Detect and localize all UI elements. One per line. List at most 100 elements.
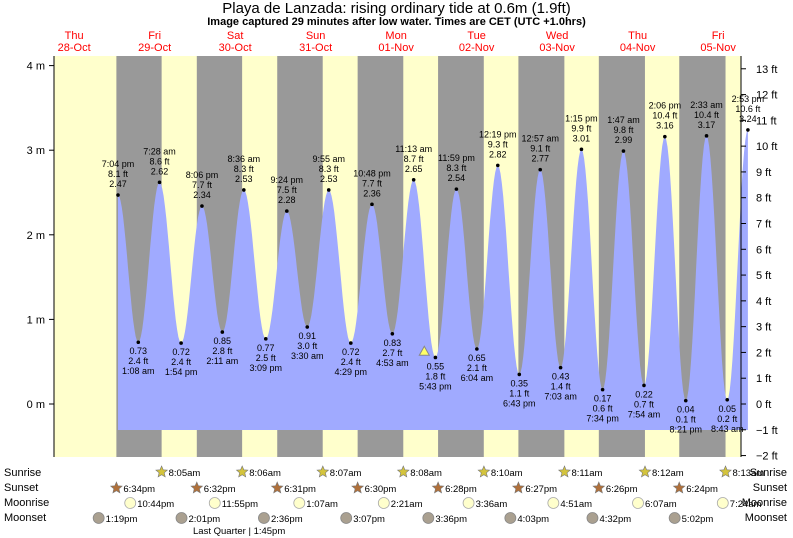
tide-ft-label: 7.5 ft	[277, 185, 298, 195]
tide-point	[370, 202, 374, 207]
tide-m-label: 0.72	[342, 347, 360, 357]
sunset-row-label-left: Sunset	[4, 482, 39, 494]
moonrise-row-label-left: Moonrise	[4, 497, 50, 509]
tide-time-label: 1:15 pm	[565, 113, 598, 123]
right-tick-label: −2 ft	[756, 451, 778, 463]
tide-ft-label: 10.4 ft	[694, 110, 720, 120]
day-date-label: 02-Nov	[459, 42, 495, 54]
day-date-label: 30-Oct	[219, 42, 252, 54]
moonset-row-label-right: Moonset	[744, 512, 787, 524]
tide-m-label: 0.55	[427, 361, 445, 371]
tide-time-label: 10:48 pm	[353, 168, 391, 178]
tide-m-label: 2.99	[615, 135, 633, 145]
tide-m-label: 2.62	[151, 166, 169, 176]
tide-ft-label: 8.3 ft	[319, 164, 340, 174]
tide-ft-label: 1.8 ft	[425, 371, 446, 381]
tide-point	[411, 178, 416, 182]
tide-m-label: 0.83	[384, 338, 402, 348]
right-tick-label: 13 ft	[756, 64, 777, 76]
sunset-icon	[270, 481, 284, 494]
moonset-icon	[92, 512, 105, 524]
day-name-label: Wed	[546, 30, 568, 42]
sunset-row-label-right: Sunset	[752, 482, 787, 494]
moonset-time: 3:07pm	[353, 514, 385, 525]
right-tick-label: 5 ft	[756, 270, 771, 282]
left-tick-label: 2 m	[27, 230, 45, 242]
moonset-time: 4:32pm	[599, 514, 631, 525]
right-tick-label: 11 ft	[756, 115, 777, 127]
moonrise-time: 3:36am	[476, 499, 508, 510]
right-tick-label: 9 ft	[756, 167, 771, 179]
tide-time-label: 2:33 am	[690, 100, 723, 110]
sunset-icon	[351, 481, 365, 494]
moonset-icon	[175, 512, 188, 524]
moonrise-icon	[208, 497, 221, 509]
tide-time-label: 8:36 am	[228, 154, 261, 164]
day-name-label: Thu	[65, 30, 84, 42]
sunrise-icon	[719, 465, 732, 478]
tide-time-label: 6:43 pm	[503, 398, 536, 408]
tide-ft-label: 8.3 ft	[234, 164, 255, 174]
tide-point	[517, 372, 522, 377]
moonset-icon	[668, 512, 681, 524]
moonset-row-label-left: Moonset	[4, 512, 47, 524]
right-tick-label: 7 ft	[756, 218, 771, 230]
moonrise-row-label-right: Moonrise	[741, 497, 787, 509]
right-tick-label: 0 ft	[756, 399, 771, 411]
sunrise-icon	[638, 465, 652, 478]
left-tick-label: 1 m	[27, 314, 45, 326]
moonrise-icon	[716, 497, 729, 509]
tide-m-label: 2.65	[405, 164, 423, 174]
tide-ft-label: 2.1 ft	[467, 363, 488, 373]
day-name-label: Sat	[227, 30, 244, 42]
sunset-time: 6:28pm	[445, 484, 477, 495]
tide-ft-label: 7.7 ft	[192, 180, 213, 190]
tide-ft-label: 0.2 ft	[717, 414, 738, 424]
sunset-time: 6:24pm	[686, 484, 718, 495]
moonrise-icon	[293, 497, 306, 509]
tide-time-label: 7:54 am	[628, 409, 661, 419]
tide-m-label: 0.73	[130, 346, 148, 356]
sunset-time: 6:34pm	[123, 484, 155, 495]
sunrise-time: 8:10am	[491, 468, 523, 479]
tide-time-label: 2:06 pm	[649, 101, 682, 111]
tide-point	[475, 347, 479, 351]
right-tick-label: 1 ft	[756, 373, 771, 385]
tide-point	[746, 128, 750, 132]
tide-ft-label: 2.7 ft	[382, 348, 403, 358]
tide-ft-label: 9.9 ft	[571, 123, 592, 133]
tide-time-label: 6:04 am	[461, 373, 494, 383]
sunset-icon	[190, 481, 204, 494]
moonrise-time: 11:55pm	[222, 499, 258, 510]
chart-title: Playa de Lanzada: rising ordinary tide a…	[222, 0, 571, 17]
tide-ft-label: 9.8 ft	[613, 125, 634, 135]
left-tick-label: 0 m	[27, 399, 45, 411]
tide-ft-label: 8.1 ft	[108, 169, 129, 179]
sunrise-row-label-right: Sunrise	[749, 467, 787, 479]
tide-time-label: 5:43 pm	[419, 381, 452, 391]
tide-point	[157, 180, 162, 185]
moonset-time: 2:36pm	[271, 514, 303, 525]
day-name-label: Fri	[712, 30, 725, 42]
tide-point	[725, 397, 730, 402]
tide-m-label: 0.43	[552, 372, 570, 382]
tide-time-label: 3:30 am	[291, 351, 324, 361]
day-date-label: 31-Oct	[299, 42, 332, 54]
tide-ft-label: 7.7 ft	[362, 178, 383, 188]
tide-m-label: 2.54	[448, 173, 466, 183]
tide-m-label: 2.34	[193, 190, 211, 200]
tide-ft-label: 8.6 ft	[150, 156, 171, 166]
tide-ft-label: 8.3 ft	[446, 163, 467, 173]
sunset-icon	[592, 481, 606, 494]
tide-point	[242, 188, 246, 192]
tide-m-label: 0.85	[214, 336, 232, 346]
tide-point	[600, 387, 605, 392]
day-date-label: 01-Nov	[378, 42, 414, 54]
tide-m-label: 3.01	[573, 133, 591, 143]
sunrise-icon	[235, 465, 249, 478]
tide-ft-label: 9.1 ft	[530, 144, 551, 154]
tide-time-label: 8:21 pm	[669, 425, 702, 435]
moonrise-icon	[124, 497, 137, 509]
tide-time-label: 9:24 pm	[271, 175, 304, 185]
